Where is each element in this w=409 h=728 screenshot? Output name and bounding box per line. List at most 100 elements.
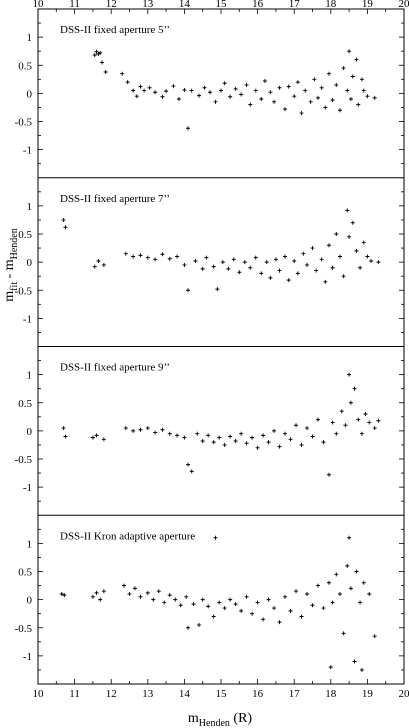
data-point (266, 440, 271, 445)
data-point (138, 253, 143, 258)
data-point (173, 597, 178, 602)
data-point (193, 259, 198, 263)
data-point (211, 440, 216, 445)
data-point (244, 594, 249, 599)
x-tick-label-bottom: 19 (362, 688, 374, 700)
data-point (339, 409, 344, 414)
data-point (134, 94, 139, 99)
y-tick-label: -1 (23, 651, 32, 663)
data-point (305, 426, 310, 431)
data-point (197, 93, 202, 98)
data-point (372, 634, 377, 639)
data-point (299, 614, 304, 619)
x-tick-label-top: 13 (142, 0, 154, 10)
data-point (326, 580, 331, 585)
data-point (295, 80, 300, 85)
data-point (323, 279, 328, 284)
data-point (330, 420, 335, 425)
panels: 1 0.5 0 -0.5 -1 DSS-II fixed aperture 5’’ 1 0.5… (15, 0, 409, 700)
y-tick-label: -0.5 (15, 454, 33, 466)
panel-title: DSS-II Kron adaptive aperture (60, 530, 195, 542)
data-point (292, 259, 297, 263)
data-point (101, 589, 106, 594)
data-point (259, 271, 264, 276)
x-tick-label-bottom: 16 (252, 688, 264, 700)
data-point (272, 428, 277, 433)
data-point (294, 423, 299, 428)
data-point (167, 256, 172, 261)
data-point (100, 60, 105, 65)
y-axis-title-subscript-henden: Henden (9, 228, 20, 259)
data-point (211, 614, 216, 619)
data-point (253, 255, 258, 260)
x-tick-label-top: 17 (289, 0, 301, 10)
data-point (101, 437, 106, 442)
y-tick-label: -0.5 (15, 623, 33, 635)
y-tick-label: -0.5 (15, 117, 33, 129)
panel-title: DSS-II fixed aperture 7’’ (60, 193, 170, 205)
data-point (90, 594, 95, 599)
data-point (248, 265, 253, 270)
data-point (341, 66, 346, 71)
data-point (359, 667, 364, 672)
data-point (277, 620, 282, 625)
y-tick-label: -1 (23, 145, 32, 157)
data-point (354, 248, 359, 253)
data-point (186, 288, 191, 293)
data-point (341, 631, 346, 636)
data-point (367, 420, 372, 425)
data-point (347, 372, 352, 377)
data-point (299, 442, 304, 447)
data-point (286, 278, 291, 283)
data-point (239, 608, 244, 613)
y-tick-label: 0.5 (18, 398, 32, 410)
data-point (195, 431, 200, 436)
data-point (350, 220, 355, 225)
data-point (305, 592, 310, 596)
data-point (217, 600, 222, 605)
data-point (197, 622, 202, 627)
data-point (244, 82, 249, 87)
x-tick-label-top: 12 (106, 0, 117, 10)
data-point (61, 217, 66, 222)
data-point (283, 107, 288, 112)
x-tick-label-bottom: 17 (289, 688, 301, 700)
data-point (326, 71, 331, 76)
data-point (334, 431, 339, 436)
data-point (138, 594, 143, 599)
data-point (127, 592, 132, 596)
data-point (301, 251, 306, 256)
data-point (361, 88, 366, 93)
data-point (277, 444, 282, 449)
data-point (272, 99, 277, 104)
data-point (160, 94, 165, 99)
y-tick-label: -1 (23, 482, 32, 494)
data-point (345, 88, 350, 93)
y-tick-label: 0 (27, 595, 33, 607)
data-point (376, 418, 381, 423)
x-axis-title-subscript: Henden (199, 718, 230, 728)
data-point (182, 88, 187, 92)
data-point (295, 271, 300, 276)
data-point (365, 94, 370, 99)
y-tick-label: 0 (27, 257, 33, 269)
data-point (151, 597, 156, 602)
data-point (347, 535, 352, 540)
data-point (350, 74, 355, 79)
data-point (352, 659, 357, 664)
y-tick-label: 1 (27, 370, 33, 382)
data-point (182, 435, 187, 440)
data-point (160, 252, 165, 257)
data-point (369, 259, 374, 263)
data-point (233, 602, 238, 607)
data-point (288, 437, 293, 442)
data-point (94, 49, 99, 54)
x-tick-label-top: 15 (216, 0, 228, 10)
data-point (321, 440, 326, 445)
panel-title: DSS-II fixed aperture 5’’ (60, 24, 170, 36)
data-point (200, 597, 205, 602)
data-point (103, 70, 108, 74)
y-tick-label: 0 (27, 426, 33, 438)
data-point (208, 90, 213, 95)
data-point (286, 84, 291, 89)
